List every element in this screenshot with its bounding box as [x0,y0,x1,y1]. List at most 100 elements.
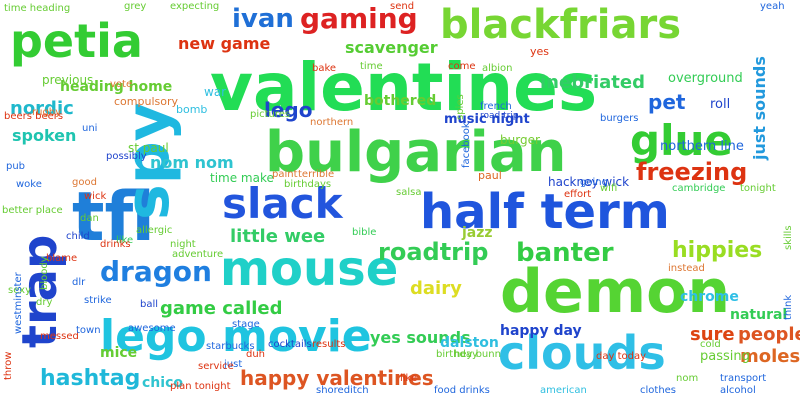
cloud-word: passing [700,349,750,364]
cloud-word: starbucks [206,341,255,352]
cloud-word: come [448,61,476,72]
cloud-word: paul [478,169,502,182]
cloud-word: salsa [396,187,422,198]
cloud-word: roll [710,97,731,112]
cloud-word: day today [596,351,647,362]
cloud-word: adventure [172,249,224,260]
cloud-word: burgers [600,113,639,124]
cloud-word: transport [720,373,767,384]
cloud-word: albion [482,63,513,74]
cloud-word: happy day [500,323,582,339]
cloud-word: time make [210,171,274,185]
cloud-word: ball [140,299,159,310]
cloud-word: dragon [100,255,212,288]
cloud-word: blame [46,253,78,264]
cloud-word: cocktails [268,339,312,350]
cloud-word: bake [312,63,337,74]
cloud-word: new game [178,34,271,53]
cloud-word: yes [530,45,550,58]
cloud-word: scavenger [345,38,438,57]
cloud-word: pub [6,161,26,172]
cloud-word: mouse [220,241,399,297]
cloud-word: dairy [410,278,462,299]
cloud-word: people [738,324,800,345]
cloud-word: cambridge [672,183,726,194]
cloud-word: wifi [600,183,618,194]
cloud-word: lego [264,98,313,122]
cloud-word: shoreditch [316,385,369,396]
cloud-word: child [66,231,90,242]
cloud-word: bothered [364,93,437,109]
cloud-word: duh [246,349,266,360]
cloud-word: just [224,359,243,370]
cloud-word: good [72,177,97,188]
cloud-word: hackney wick [548,175,630,189]
cloud-word: northern line [660,139,744,154]
cloud-word: strike [84,295,112,306]
cloud-word: road trip [480,111,519,121]
cloud-word: bloody [39,256,50,290]
cloud-word: paint [272,169,298,180]
cloud-word: petia [10,14,143,68]
cloud-word: vote [110,79,133,90]
cloud-word: sure [690,324,735,345]
cloud-word: clothes [640,385,677,396]
cloud-word: blackfriars [440,2,682,48]
cloud-word: like [400,373,418,384]
cloud-word: instead [668,263,705,274]
cloud-word: allergic [136,225,173,236]
cloud-word: freezing [636,158,748,186]
cloud-word: night [170,239,196,250]
cloud-word: st paul [128,141,169,155]
cloud-word: rugby [32,107,62,118]
cloud-word: valentines [210,49,598,126]
cloud-word: skills [783,225,794,250]
cloud-word: send [390,1,415,12]
cloud-word: dlr [72,277,86,288]
cloud-word: spies [455,94,466,120]
cloud-word: tonight [740,183,776,194]
cloud-word: bulgarian [265,120,567,185]
cloud-word: just sounds [750,56,769,160]
cloud-word: american [540,385,587,396]
cloud-word: alcohol [720,385,756,396]
cloud-word: tfl [72,178,155,257]
cloud-word: pictures [250,109,291,120]
cloud-word: inebriated [540,72,645,93]
cloud-word: previous [42,73,94,87]
cloud-word: cold [700,339,721,350]
cloud-word: burger [500,133,540,147]
cloud-word: bible [352,227,377,238]
cloud-word: pet [648,90,686,114]
cloud-word: nordic [10,98,74,119]
cloud-word: sexy [8,285,32,296]
cloud-word: clouds [498,326,666,380]
cloud-word: effort [564,189,592,200]
cloud-word: spoken [12,126,77,145]
cloud-word: demon [500,257,731,327]
cloud-word: service [198,361,234,372]
cloud-word: terrible [298,169,335,180]
cloud-word: nom [676,373,699,384]
cloud-word: facebook [461,122,472,168]
cloud-word: mice [100,345,138,361]
cloud-word: lego movie [100,311,372,362]
cloud-word: town [76,325,101,336]
cloud-word: northern [310,117,354,128]
cloud-word: results [312,339,346,350]
cloud-word: music night [444,112,530,127]
cloud-word: little wee [230,226,326,247]
cloud-word: food drinks [434,385,490,396]
cloud-word: time [360,61,383,72]
cloud-word: french [480,101,512,112]
cloud-word: game called [160,298,283,319]
cloud-word: heading home [60,79,173,95]
cloud-word: hey bunn [454,349,501,360]
cloud-word: dalston [440,335,499,351]
cloud-word: glue [630,116,733,165]
cloud-word: slack [222,179,343,228]
cloud-word: nom nom [150,153,234,172]
cloud-word: dry [36,297,53,308]
cloud-word: war [204,85,227,99]
cloud-word: better place [2,205,63,216]
